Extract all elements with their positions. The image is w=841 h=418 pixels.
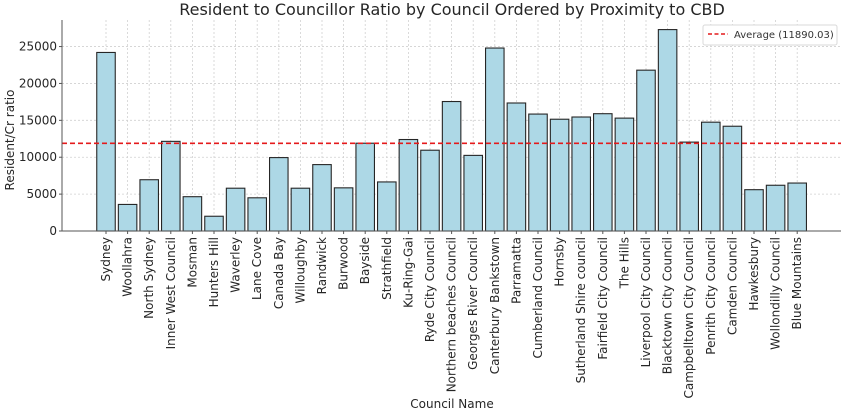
x-tick-label: Cumberland Council: [531, 237, 545, 359]
bar-hornsby: [549, 118, 570, 232]
y-axis-label: Resident/Cr ratio: [3, 90, 17, 191]
bar-camden-council: [722, 125, 743, 232]
bar-cumberland-council: [528, 113, 548, 232]
x-tick-label: Northern beaches Council: [445, 237, 459, 392]
bar-campbelltown-city-council: [679, 141, 700, 232]
x-tick-label: Ryde City Council: [423, 237, 437, 342]
bar-woollahra: [117, 203, 138, 232]
bars: [96, 29, 808, 232]
x-tick-label: The Hills: [617, 237, 631, 289]
bar-sydney: [96, 51, 116, 232]
bar-the-hills: [614, 117, 635, 232]
x-tick-label: Canterbury Bankstown: [488, 237, 502, 374]
bar-lane-cove: [247, 197, 267, 232]
y-tick-label: 25000: [19, 40, 57, 54]
x-tick-label: Hawkesbury: [747, 237, 761, 311]
legend-average-label: Average (11890.03): [734, 30, 834, 41]
bar-blue-mountains: [787, 182, 808, 232]
bar-fairfield-city-council: [592, 113, 613, 232]
x-tick-label: Woollahra: [121, 237, 135, 297]
bar-liverpool-city-council: [636, 69, 656, 232]
legend-frame: [702, 24, 838, 46]
y-tick-label: 0: [49, 224, 57, 238]
x-tick-label: Camden Council: [725, 237, 739, 335]
bar-sutherland-shire-council: [571, 116, 592, 232]
y-ticks: 0 5000 10000 15000 20000 25000: [19, 40, 62, 238]
x-ticks: Sydney Woollahra North Sydney Inner West Co…: [99, 231, 804, 399]
x-axis-label: Council Name: [410, 397, 493, 411]
bar-penrith-city-council: [700, 121, 721, 232]
x-tick-label: North Sydney: [142, 237, 156, 319]
bar-burwood: [333, 187, 354, 232]
bar-canada-bay: [268, 157, 289, 232]
bar-strathfield: [376, 181, 397, 232]
bar-bayside: [355, 142, 376, 232]
x-tick-label: Willoughby: [293, 237, 307, 304]
bar-northern-beaches-council: [441, 100, 462, 232]
x-tick-label: Georges River Council: [466, 237, 480, 370]
x-tick-label: Campbelltown City Council: [682, 237, 696, 399]
y-tick-label: 10000: [19, 150, 57, 164]
x-tick-label: Waverley: [229, 237, 243, 293]
bar-hunters-hill: [204, 215, 224, 232]
chart-title: Resident to Councillor Ratio by Council …: [179, 0, 725, 19]
bar-willoughby: [290, 187, 311, 232]
x-tick-label: Ku-Ring-Gai: [401, 237, 415, 308]
bar-north-sydney: [139, 179, 159, 232]
x-tick-label: Liverpool City Council: [639, 237, 653, 367]
bar-georges-river-council: [463, 154, 484, 232]
x-tick-label: Randwick: [315, 237, 329, 294]
x-tick-label: Canada Bay: [272, 237, 286, 309]
bar-randwick: [312, 164, 332, 232]
x-tick-label: Lane Cove: [250, 237, 264, 300]
bar-ku-ring-gai: [398, 138, 419, 232]
bar-mosman: [182, 196, 203, 232]
legend: Average (11890.03): [702, 24, 838, 46]
bar-wollondilly-council: [765, 184, 786, 232]
y-tick-label: 20000: [19, 76, 57, 90]
x-tick-label: Strathfield: [380, 237, 394, 300]
x-tick-label: Wollondilly Council: [769, 237, 783, 350]
x-tick-label: Sutherland Shire council: [574, 237, 588, 383]
bar-hawkesbury: [744, 189, 764, 232]
x-tick-label: Penrith City Council: [704, 237, 718, 355]
y-tick-label: 5000: [26, 187, 57, 201]
x-tick-label: Inner West Council: [164, 237, 178, 349]
x-tick-label: Blacktown City Council: [661, 237, 675, 374]
x-tick-label: Hunters Hill: [207, 237, 221, 307]
y-tick-label: 15000: [19, 113, 57, 127]
x-tick-label: Blue Mountains: [790, 237, 804, 330]
x-tick-label: Hornsby: [553, 237, 567, 287]
bar-blacktown-city-council: [657, 29, 678, 232]
bar-canterbury-bankstown: [484, 47, 505, 232]
bar-waverley: [225, 187, 246, 232]
bar-ryde-city-council: [420, 149, 440, 232]
x-tick-label: Sydney: [99, 237, 113, 281]
bar-parramatta: [506, 102, 527, 232]
x-tick-label: Mosman: [185, 237, 199, 288]
bar-inner-west-council: [161, 140, 181, 232]
x-tick-label: Parramatta: [509, 237, 523, 304]
x-tick-label: Bayside: [358, 237, 372, 284]
x-tick-label: Burwood: [337, 237, 351, 290]
x-tick-label: Fairfield City Council: [596, 237, 610, 360]
